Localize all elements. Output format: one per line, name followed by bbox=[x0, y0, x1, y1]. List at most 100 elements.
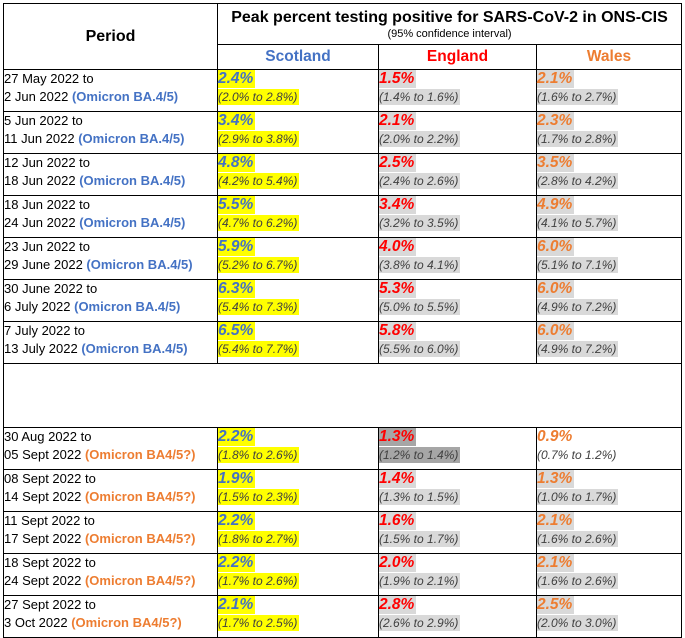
scotland-ci: (1.5% to 2.3%) bbox=[218, 489, 300, 505]
scotland-ci: (5.4% to 7.7%) bbox=[218, 341, 300, 357]
wales-ci: (5.1% to 7.1%) bbox=[537, 257, 619, 273]
period-end-line: 6 July 2022 (Omicron BA.4/5) bbox=[4, 298, 217, 316]
wales-cell: 0.9% (0.7% to 1.2%) bbox=[536, 427, 682, 470]
scotland-ci: (5.2% to 6.7%) bbox=[218, 257, 300, 273]
table-row: 7 July 2022 to 13 July 2022 (Omicron BA.4… bbox=[3, 321, 682, 364]
england-value: 2.5% bbox=[379, 154, 417, 172]
variant-label: (Omicron BA.4/5) bbox=[79, 214, 186, 230]
england-cell: 2.8% (2.6% to 2.9%) bbox=[378, 595, 537, 638]
period-cell: 18 Sept 2022 to 24 Sept 2022 (Omicron BA4… bbox=[3, 553, 218, 596]
scotland-ci: (2.9% to 3.8%) bbox=[218, 131, 300, 147]
scotland-cell: 3.4% (2.9% to 3.8%) bbox=[217, 111, 379, 154]
period-end: 05 Sept 2022 bbox=[4, 446, 85, 462]
table-row: 27 Sept 2022 to 3 Oct 2022 (Omicron BA4/5… bbox=[3, 595, 682, 638]
england-value: 1.3% bbox=[379, 428, 417, 446]
variant-label: (Omicron BA4/5?) bbox=[84, 488, 196, 504]
wales-value: 2.3% bbox=[537, 112, 575, 130]
table-row: 12 Jun 2022 to 18 Jun 2022 (Omicron BA.4/… bbox=[3, 153, 682, 196]
wales-cell: 2.1% (1.6% to 2.7%) bbox=[536, 69, 682, 112]
scotland-value: 2.2% bbox=[218, 554, 256, 572]
wales-ci: (2.0% to 3.0%) bbox=[537, 615, 619, 631]
england-cell: 1.4% (1.3% to 1.5%) bbox=[378, 469, 537, 512]
period-start: 23 Jun 2022 to bbox=[4, 239, 91, 254]
period-end: 2 Jun 2022 bbox=[4, 88, 72, 104]
scotland-ci: (5.4% to 7.3%) bbox=[218, 299, 300, 315]
england-ci: (2.0% to 2.2%) bbox=[379, 131, 461, 147]
scotland-value: 5.9% bbox=[218, 238, 256, 256]
england-cell: 3.4% (3.2% to 3.5%) bbox=[378, 195, 537, 238]
scotland-ci: (1.7% to 2.5%) bbox=[218, 615, 300, 631]
england-value: 5.3% bbox=[379, 280, 417, 298]
period-cell: 18 Jun 2022 to 24 Jun 2022 (Omicron BA.4/… bbox=[3, 195, 218, 238]
table-row: 18 Sept 2022 to 24 Sept 2022 (Omicron BA4… bbox=[3, 553, 682, 596]
wales-value: 6.0% bbox=[537, 238, 575, 256]
wales-cell: 6.0% (4.9% to 7.2%) bbox=[536, 279, 682, 322]
scotland-value: 6.3% bbox=[218, 280, 256, 298]
england-ci: (2.6% to 2.9%) bbox=[379, 615, 461, 631]
variant-label: (Omicron BA4/5?) bbox=[84, 446, 196, 462]
period-end-line: 11 Jun 2022 (Omicron BA.4/5) bbox=[4, 130, 217, 148]
variant-label: (Omicron BA4/5?) bbox=[71, 614, 182, 630]
wales-ci: (4.9% to 7.2%) bbox=[537, 299, 619, 315]
table-row: 30 June 2022 to 6 July 2022 (Omicron BA.4… bbox=[3, 279, 682, 322]
england-ci: (1.2% to 1.4%) bbox=[379, 447, 461, 463]
wales-cell: 6.0% (4.9% to 7.2%) bbox=[536, 321, 682, 364]
england-cell: 2.0% (1.9% to 2.1%) bbox=[378, 553, 537, 596]
period-end: 24 Sept 2022 bbox=[4, 572, 85, 588]
period-end: 13 July 2022 bbox=[4, 340, 82, 356]
period-start: 12 Jun 2022 to bbox=[4, 155, 91, 170]
england-ci: (3.8% to 4.1%) bbox=[379, 257, 461, 273]
period-start: 5 Jun 2022 to bbox=[4, 113, 83, 128]
period-end-line: 29 June 2022 (Omicron BA.4/5) bbox=[4, 256, 217, 274]
scotland-value: 2.1% bbox=[218, 596, 256, 614]
period-cell: 08 Sept 2022 to 14 Sept 2022 (Omicron BA4… bbox=[3, 469, 218, 512]
wales-value: 2.5% bbox=[537, 596, 575, 614]
period-end: 29 June 2022 bbox=[4, 256, 87, 272]
period-header: Period bbox=[3, 3, 218, 70]
period-cell: 5 Jun 2022 to 11 Jun 2022 (Omicron BA.4/5… bbox=[3, 111, 218, 154]
england-cell: 5.8% (5.5% to 6.0%) bbox=[378, 321, 537, 364]
scotland-ci: (1.8% to 2.7%) bbox=[218, 531, 300, 547]
wales-ci: (4.1% to 5.7%) bbox=[537, 215, 619, 231]
table-row: 5 Jun 2022 to 11 Jun 2022 (Omicron BA.4/5… bbox=[3, 111, 682, 154]
england-ci: (1.5% to 1.7%) bbox=[379, 531, 461, 547]
period-start: 7 July 2022 to bbox=[4, 323, 85, 338]
england-value: 1.4% bbox=[379, 470, 417, 488]
england-cell: 1.6% (1.5% to 1.7%) bbox=[378, 511, 537, 554]
wales-ci: (1.6% to 2.7%) bbox=[537, 89, 619, 105]
england-ci: (1.3% to 1.5%) bbox=[379, 489, 461, 505]
wales-ci: (1.6% to 2.6%) bbox=[537, 573, 619, 589]
variant-label: (Omicron BA.4/5) bbox=[81, 340, 188, 356]
table-row: 08 Sept 2022 to 14 Sept 2022 (Omicron BA4… bbox=[3, 469, 682, 512]
table-row: 30 Aug 2022 to 05 Sept 2022 (Omicron BA4/… bbox=[3, 427, 682, 470]
scotland-cell: 2.2% (1.8% to 2.6%) bbox=[217, 427, 379, 470]
wales-value: 6.0% bbox=[537, 322, 575, 340]
scotland-value: 4.8% bbox=[218, 154, 256, 172]
wales-cell: 2.1% (1.6% to 2.6%) bbox=[536, 553, 682, 596]
period-end-line: 18 Jun 2022 (Omicron BA.4/5) bbox=[4, 172, 217, 190]
england-header: England bbox=[378, 44, 537, 70]
wales-value: 3.5% bbox=[537, 154, 575, 172]
period-start: 08 Sept 2022 to bbox=[4, 471, 96, 486]
scotland-cell: 2.2% (1.7% to 2.6%) bbox=[217, 553, 379, 596]
variant-label: (Omicron BA.4/5) bbox=[78, 130, 185, 146]
period-end: 18 Jun 2022 bbox=[4, 172, 80, 188]
wales-value: 6.0% bbox=[537, 280, 575, 298]
positivity-table: Period Peak percent testing positive for… bbox=[3, 3, 682, 638]
scotland-value: 2.4% bbox=[218, 70, 256, 88]
england-ci: (2.4% to 2.6%) bbox=[379, 173, 461, 189]
wales-ci: (1.7% to 2.8%) bbox=[537, 131, 619, 147]
england-cell: 4.0% (3.8% to 4.1%) bbox=[378, 237, 537, 280]
period-end-line: 14 Sept 2022 (Omicron BA4/5?) bbox=[4, 488, 217, 506]
england-cell: 5.3% (5.0% to 5.5%) bbox=[378, 279, 537, 322]
scotland-ci: (2.0% to 2.8%) bbox=[218, 89, 300, 105]
wales-cell: 4.9% (4.1% to 5.7%) bbox=[536, 195, 682, 238]
england-value: 2.0% bbox=[379, 554, 417, 572]
scotland-ci: (1.7% to 2.6%) bbox=[218, 573, 300, 589]
scotland-cell: 1.9% (1.5% to 2.3%) bbox=[217, 469, 379, 512]
period-end: 3 Oct 2022 bbox=[4, 614, 72, 630]
period-cell: 27 Sept 2022 to 3 Oct 2022 (Omicron BA4/5… bbox=[3, 595, 218, 638]
variant-label: (Omicron BA4/5?) bbox=[84, 572, 196, 588]
wales-ci: (2.8% to 4.2%) bbox=[537, 173, 619, 189]
wales-cell: 3.5% (2.8% to 4.2%) bbox=[536, 153, 682, 196]
